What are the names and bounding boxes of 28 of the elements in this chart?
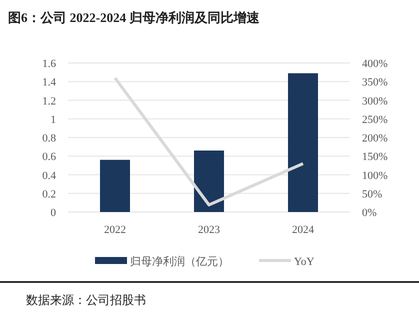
bar xyxy=(288,73,318,212)
bar xyxy=(194,150,224,212)
y-tick-label: 0.6 xyxy=(42,151,56,164)
chart-title: 图6：公司 2022-2024 归母净利润及同比增速 xyxy=(8,10,260,25)
y2-tick-label: 50% xyxy=(362,188,382,200)
x-tick-label: 2024 xyxy=(292,224,314,236)
y-tick-label: 0.2 xyxy=(42,188,56,200)
y2-tick-label: 100% xyxy=(362,170,388,182)
y2-tick-label: 250% xyxy=(362,114,388,126)
bar xyxy=(100,160,130,212)
y2-tick-label: 0% xyxy=(362,207,377,219)
y2-tick-label: 400% xyxy=(362,58,388,70)
legend-label: YoY xyxy=(294,256,314,268)
y-tick-label: 0 xyxy=(50,207,56,219)
x-tick-label: 2023 xyxy=(198,224,220,236)
y-tick-label: 1.6 xyxy=(42,58,56,70)
y-tick-label: 1.4 xyxy=(42,76,56,89)
x-tick-label: 2022 xyxy=(104,224,126,236)
y-tick-label: 1.2 xyxy=(42,95,56,108)
source-note: 数据来源：公司招股书 xyxy=(26,293,146,307)
y-tick-label: 0.8 xyxy=(42,132,56,144)
y2-tick-label: 200% xyxy=(362,132,388,144)
y2-tick-label: 150% xyxy=(362,151,388,164)
y-tick-label: 1 xyxy=(50,114,56,126)
y-tick-label: 0.4 xyxy=(42,170,56,182)
y2-tick-label: 300% xyxy=(362,95,388,108)
y2-tick-label: 350% xyxy=(362,76,388,89)
legend-label: 归母净利润（亿元） xyxy=(130,255,229,268)
